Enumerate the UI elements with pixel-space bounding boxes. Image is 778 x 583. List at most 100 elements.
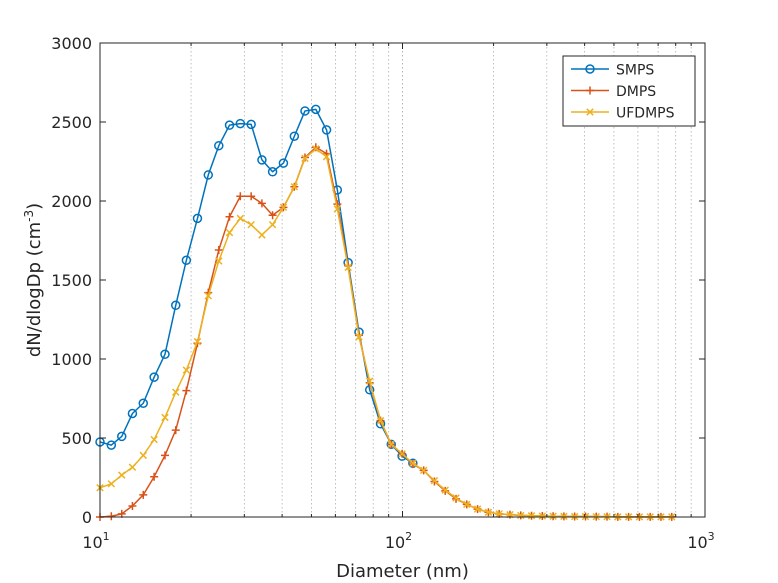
data-point-plus-marker: [150, 472, 159, 481]
data-point-plus-marker: [139, 490, 148, 499]
data-point-circle-marker: [246, 119, 256, 130]
data-point-x-marker: [430, 476, 439, 485]
data-point-circle-marker: [214, 140, 224, 151]
data-point-x-marker: [279, 203, 288, 212]
x-axis-title: Diameter (nm): [336, 561, 469, 582]
x-tick-label: 103: [687, 530, 714, 552]
x-tick-label-exponent: 1: [103, 530, 110, 543]
data-point-x-marker: [161, 413, 169, 422]
data-point-circle-marker: [300, 106, 310, 116]
data-point-circle-marker: [106, 440, 117, 450]
data-point-x-marker: [365, 377, 374, 385]
data-point-x-marker: [484, 508, 493, 516]
data-point-x-marker: [463, 500, 471, 509]
data-point-circle-marker: [149, 372, 159, 382]
legend-entry-smps: SMPS: [571, 63, 654, 79]
data-point-circle-marker: [160, 349, 170, 360]
y-axis-title: dN/dlogDp (cm-3): [22, 203, 45, 357]
data-point-plus-marker: [311, 143, 320, 152]
y-tick-label: 1500: [51, 271, 92, 290]
data-point-x-marker: [586, 108, 594, 116]
data-point-circle-marker: [171, 300, 181, 311]
data-point-x-marker: [301, 154, 309, 163]
data-point-plus-marker: [257, 199, 266, 208]
data-point-circle-marker: [278, 158, 289, 168]
data-point-x-marker: [225, 228, 234, 237]
x-tick-label-base: 10: [687, 533, 707, 552]
x-tick-label: 101: [82, 530, 109, 552]
y-tick-label: 2500: [51, 113, 92, 132]
data-point-x-marker: [139, 451, 147, 460]
data-point-x-marker: [398, 450, 406, 458]
y-tick-label: 3000: [51, 34, 92, 53]
data-point-plus-marker: [225, 212, 234, 221]
data-point-x-marker: [268, 220, 277, 229]
y-axis-title-superscript: -3: [22, 210, 36, 222]
data-point-x-marker: [441, 486, 449, 494]
legend-entry-ufdmps: UFDMPS: [571, 106, 675, 122]
data-point-circle-marker: [192, 213, 203, 224]
data-point-x-marker: [376, 416, 385, 425]
y-tick-label: 0: [82, 508, 92, 527]
data-point-x-marker: [409, 459, 417, 468]
data-point-circle-marker: [321, 125, 332, 135]
y-tick-label: 1000: [51, 350, 92, 369]
data-point-circle-marker: [235, 118, 246, 129]
data-point-x-marker: [290, 183, 299, 191]
data-point-x-marker: [560, 512, 568, 521]
data-point-x-marker: [128, 463, 137, 471]
data-point-x-marker: [118, 471, 126, 479]
data-point-x-marker: [193, 337, 202, 346]
legend-label: DMPS: [616, 84, 656, 100]
legend-box: [562, 55, 696, 127]
data-point-x-marker: [107, 480, 116, 488]
data-point-x-marker: [452, 494, 460, 502]
data-point-x-marker: [473, 505, 482, 513]
legend-entry-dmps: DMPS: [571, 84, 656, 100]
data-point-circle-marker: [116, 431, 127, 442]
data-point-plus-marker: [268, 211, 277, 220]
data-point-x-marker: [215, 257, 223, 265]
data-point-x-marker: [527, 512, 536, 520]
data-point-plus-marker: [107, 512, 116, 521]
data-point-plus-marker: [214, 245, 223, 254]
data-point-x-marker: [182, 366, 191, 374]
data-point-circle-marker: [224, 120, 235, 130]
x-tick-label-exponent: 3: [708, 530, 715, 543]
data-point-circle-marker: [585, 64, 595, 74]
data-point-circle-marker: [127, 408, 138, 419]
data-point-x-marker: [312, 145, 320, 153]
data-point-circle-marker: [289, 131, 300, 141]
data-point-plus-marker: [182, 386, 191, 395]
data-point-x-marker: [236, 214, 245, 223]
data-point-x-marker: [538, 512, 547, 520]
data-point-x-marker: [419, 466, 428, 475]
data-point-plus-marker: [128, 501, 137, 510]
data-point-x-marker: [495, 510, 503, 518]
y-tick-label: 2000: [51, 192, 92, 211]
data-point-plus-marker: [247, 192, 256, 201]
data-point-plus-marker: [160, 451, 169, 460]
data-point-x-marker: [517, 511, 525, 520]
data-point-x-marker: [322, 153, 331, 161]
data-point-x-marker: [247, 220, 255, 229]
y-tick-label: 500: [61, 429, 92, 448]
data-point-x-marker: [258, 231, 266, 239]
x-tick-label-exponent: 2: [405, 530, 412, 543]
legend: SMPS DMPS UFDMPS: [562, 55, 696, 127]
data-point-circle-marker: [257, 155, 267, 165]
series-layer: [95, 104, 676, 521]
data-point-x-marker: [355, 333, 363, 341]
data-point-x-marker: [549, 512, 557, 520]
data-point-circle-marker: [267, 167, 278, 177]
grid-layer: [190, 43, 692, 517]
data-point-circle-marker: [138, 398, 149, 408]
legend-label: SMPS: [616, 63, 654, 79]
data-point-circle-marker: [181, 255, 192, 265]
data-point-x-marker: [344, 263, 352, 272]
data-point-x-marker: [172, 388, 180, 396]
data-point-circle-marker: [311, 104, 321, 115]
x-tick-label: 102: [385, 530, 412, 552]
